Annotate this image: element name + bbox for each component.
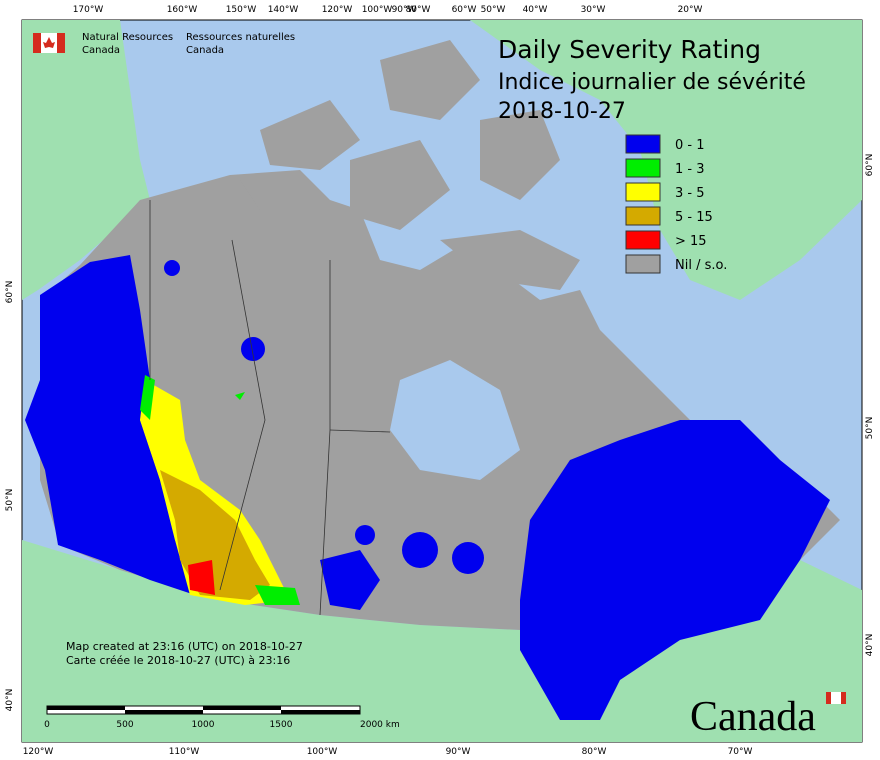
longitude-label: 100°W [362, 5, 393, 15]
rating-zone-east [520, 420, 830, 720]
agency-en: Natural Resources [82, 32, 173, 43]
legend-label: > 15 [675, 234, 707, 249]
latitude-label: 40°N [865, 634, 875, 657]
latitude-label: 50°N [865, 417, 875, 440]
latitude-label: 40°N [5, 689, 15, 712]
longitude-label: 70°W [728, 747, 753, 757]
longitude-label: 50°W [481, 5, 506, 15]
legend-label: 1 - 3 [675, 162, 705, 177]
longitude-label: 140°W [268, 5, 299, 15]
longitude-label: 120°W [23, 747, 54, 757]
rating-zone-prairie [140, 380, 290, 605]
longitude-label: 90°W [392, 5, 417, 15]
scale-label: 1000 [192, 720, 215, 730]
longitude-label: 80°W [582, 747, 607, 757]
note-fr: Carte créée le 2018-10-27 (UTC) à 23:16 [66, 654, 290, 667]
scale-label: 1500 [270, 720, 293, 730]
usa [22, 540, 862, 742]
rating-spot [164, 260, 180, 276]
longitude-label: 100°W [307, 747, 338, 757]
agency-fr: Canada [186, 45, 224, 56]
rating-spot [241, 337, 265, 361]
legend-label: 3 - 5 [675, 186, 705, 201]
scale-label: 0 [44, 720, 50, 730]
longitude-label: 80°W [406, 5, 431, 15]
legend-swatch [625, 134, 661, 154]
agency-fr: Ressources naturelles [186, 32, 295, 43]
latitude-label: 60°N [865, 154, 875, 177]
title-date: 2018-10-27 [498, 99, 626, 124]
rating-spot [402, 532, 438, 568]
legend-swatch [625, 158, 661, 178]
rating-spot [452, 542, 484, 574]
graticule-labels: 170°W 160°W 150°W 140°W 120°W 100°W 90°W80°W 60… [5, 5, 875, 757]
rating-zone-west [25, 255, 195, 595]
legend-swatch [625, 182, 661, 202]
rating-zone-prairie [188, 560, 215, 595]
title-en: Daily Severity Rating [498, 35, 761, 64]
longitude-label: 60°W [452, 5, 477, 15]
title-fr: Indice journalier de sévérité [498, 70, 806, 95]
latitude-label: 50°N [5, 489, 15, 512]
rating-spot [355, 525, 375, 545]
legend-swatch [625, 230, 661, 250]
agency-logo [33, 33, 65, 53]
wordmark-flag [826, 692, 846, 704]
rating-zone-ontario [320, 550, 380, 610]
legend-swatch [625, 206, 661, 226]
longitude-label: 120°W [322, 5, 353, 15]
hudson-bay [390, 360, 520, 480]
agency-en: Canada [82, 45, 120, 56]
alaska [22, 20, 150, 300]
legend-label: Nil / s.o. [675, 258, 727, 273]
scale-label: 2000 km [360, 720, 400, 730]
longitude-label: 40°W [523, 5, 548, 15]
scale-bar: 0 500 1000 1500 2000 km [44, 705, 400, 730]
longitude-label: 110°W [169, 747, 200, 757]
longitude-label: 90°W [446, 747, 471, 757]
note-en: Map created at 23:16 (UTC) on 2018-10-27 [66, 640, 303, 653]
latitude-label: 60°N [5, 281, 15, 304]
longitude-label: 170°W [73, 5, 104, 15]
legend-swatch [625, 254, 661, 274]
longitude-label: 150°W [226, 5, 257, 15]
greenland [470, 20, 862, 300]
rating-zone-prairie [160, 470, 270, 600]
legend-label: 0 - 1 [675, 138, 705, 153]
arctic-islands [190, 40, 580, 290]
wordmark: Canada [690, 694, 816, 740]
longitude-label: 160°W [167, 5, 198, 15]
longitude-label: 30°W [581, 5, 606, 15]
legend-label: 5 - 15 [675, 210, 713, 225]
scale-label: 500 [116, 720, 133, 730]
legend: 0 - 1 1 - 3 3 - 5 5 - 15 > 15 Nil / s.o. [625, 134, 727, 274]
longitude-label: 20°W [678, 5, 703, 15]
